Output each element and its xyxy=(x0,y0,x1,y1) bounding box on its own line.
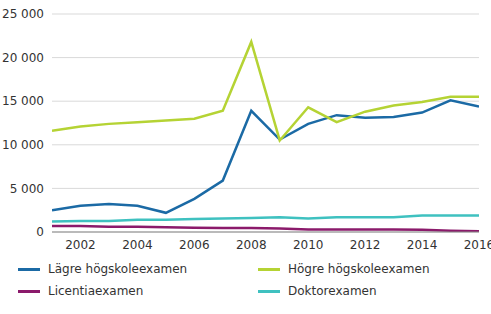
html-text:Licentiaexamen: Licentiaexamen xyxy=(48,284,144,298)
svg-text:2008: 2008 xyxy=(236,238,267,252)
svg-text:5 000: 5 000 xyxy=(10,182,44,196)
svg-text:2012: 2012 xyxy=(350,238,381,252)
svg-text:20 000: 20 000 xyxy=(2,51,44,65)
svg-text:2016: 2016 xyxy=(464,238,491,252)
html-text:Högre högskoleexamen: Högre högskoleexamen xyxy=(288,262,430,276)
svg-text:2006: 2006 xyxy=(179,238,210,252)
svg-text:10 000: 10 000 xyxy=(2,138,44,152)
svg-text:0: 0 xyxy=(36,225,44,239)
svg-text:2010: 2010 xyxy=(293,238,324,252)
svg-text:15 000: 15 000 xyxy=(2,94,44,108)
html-text:Lägre högskoleexamen: Lägre högskoleexamen xyxy=(48,262,188,276)
svg-text:2004: 2004 xyxy=(122,238,153,252)
svg-text:2002: 2002 xyxy=(65,238,96,252)
html-text:Doktorexamen: Doktorexamen xyxy=(288,284,377,298)
svg-text:2014: 2014 xyxy=(407,238,438,252)
svg-text:25 000: 25 000 xyxy=(2,7,44,21)
